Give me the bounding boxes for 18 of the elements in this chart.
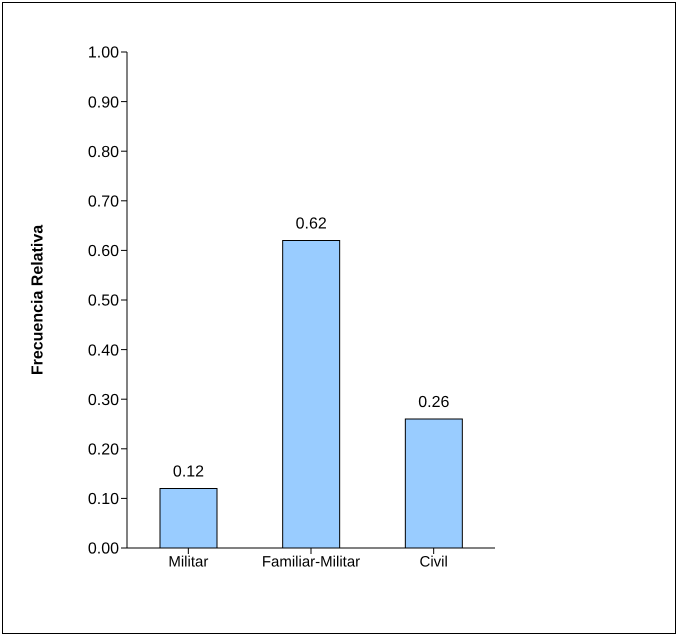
data-label: 0.62	[296, 215, 327, 232]
y-tick-label: 0.10	[88, 491, 120, 508]
y-tick-label: 0.70	[88, 193, 120, 210]
y-tick-label: 0.60	[88, 243, 120, 260]
y-tick-label: 0.80	[88, 144, 120, 161]
x-tick-label: Civil	[419, 554, 448, 571]
x-tick-label: Militar	[168, 554, 208, 571]
data-label: 0.12	[172, 463, 204, 480]
y-tick-label: 0.90	[88, 94, 120, 112]
y-tick-label: 0.30	[88, 392, 120, 409]
y-tick-label: 0.00	[88, 540, 120, 558]
data-label: 0.26	[418, 394, 450, 412]
y-tick-label: 1.00	[88, 44, 120, 62]
y-axis-title: Frecuencia Relativa	[30, 224, 47, 376]
y-tick-label: 0.40	[88, 342, 120, 360]
y-tick-label: 0.50	[88, 292, 120, 310]
y-tick-label: 0.20	[88, 441, 120, 458]
x-tick-label: Familiar-Militar	[262, 554, 360, 571]
